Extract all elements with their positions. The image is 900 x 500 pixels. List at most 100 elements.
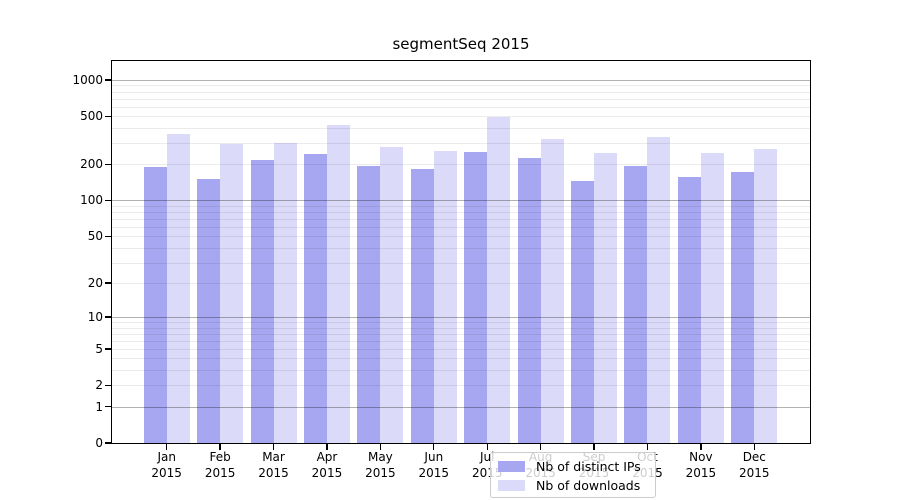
legend-item-distinct-ips: Nb of distinct IPs bbox=[491, 457, 655, 476]
bar-ips-may bbox=[357, 166, 381, 443]
grid-line-minor bbox=[112, 340, 810, 342]
y-tick-label: 200 bbox=[80, 157, 103, 172]
bar-ips-feb bbox=[197, 178, 221, 443]
x-tick-mark bbox=[219, 443, 221, 450]
grid-line-minor bbox=[112, 85, 810, 87]
x-tick-mark bbox=[433, 443, 435, 450]
grid-line-minor bbox=[112, 212, 810, 214]
bar-ips-dec bbox=[731, 171, 755, 443]
grid-line-minor bbox=[112, 327, 810, 329]
grid-line-minor bbox=[112, 91, 810, 93]
x-tick-mark bbox=[700, 443, 702, 450]
bar-ips-jan bbox=[143, 167, 167, 443]
bar-downloads-oct bbox=[647, 136, 671, 443]
bar-downloads-jul bbox=[487, 116, 511, 443]
grid-line-minor bbox=[112, 218, 810, 220]
grid-line-minor bbox=[112, 358, 810, 360]
y-tick-label: 20 bbox=[87, 276, 103, 290]
x-tick-mark bbox=[326, 443, 328, 450]
grid-line-minor bbox=[112, 164, 810, 166]
legend: Nb of distinct IPs Nb of downloads bbox=[490, 452, 656, 498]
x-tick-label: Mar 2015 bbox=[258, 450, 289, 480]
x-tick-label: Dec 2015 bbox=[739, 450, 770, 480]
grid-line-major bbox=[112, 200, 810, 202]
bar-downloads-feb bbox=[220, 144, 244, 443]
x-tick-label: Apr 2015 bbox=[311, 450, 343, 480]
legend-label-downloads: Nb of downloads bbox=[536, 478, 641, 493]
bar-ips-aug bbox=[517, 157, 541, 443]
bar-downloads-may bbox=[380, 147, 404, 443]
grid-line-minor bbox=[112, 370, 810, 372]
grid-line-minor bbox=[112, 262, 810, 264]
bar-downloads-apr bbox=[326, 125, 350, 443]
y-tick-label: 100 bbox=[80, 193, 103, 208]
bar-ips-jun bbox=[410, 168, 434, 443]
legend-swatch-distinct-ips bbox=[498, 461, 525, 472]
y-tick-mark bbox=[105, 163, 112, 165]
legend-swatch-downloads bbox=[498, 480, 525, 491]
x-tick-label: Jun 2015 bbox=[418, 450, 450, 480]
y-tick-mark bbox=[105, 405, 112, 408]
y-tick-mark bbox=[105, 384, 112, 386]
x-tick-mark bbox=[593, 443, 595, 450]
y-tick-mark bbox=[105, 282, 112, 284]
bar-downloads-nov bbox=[700, 152, 724, 443]
x-tick-mark bbox=[753, 443, 755, 450]
bar-downloads-mar bbox=[273, 143, 297, 443]
plot-area: Nb of distinct IPs Nb of downloads bbox=[111, 60, 811, 498]
grid-line-minor bbox=[112, 116, 810, 118]
y-tick-label: 10 bbox=[87, 309, 103, 324]
y-tick-mark bbox=[105, 235, 112, 238]
grid-line-minor bbox=[112, 205, 810, 207]
legend-label-distinct-ips: Nb of distinct IPs bbox=[536, 459, 641, 474]
grid-line-minor bbox=[112, 226, 810, 228]
y-tick-label: 50 bbox=[87, 229, 103, 244]
bar-downloads-jun bbox=[433, 150, 457, 443]
bar-ips-oct bbox=[624, 166, 648, 443]
legend-item-downloads: Nb of downloads bbox=[491, 476, 655, 495]
x-tick-mark bbox=[646, 443, 649, 450]
grid-line-minor bbox=[112, 322, 810, 323]
grid-line-minor bbox=[112, 348, 810, 350]
y-tick-label: 2 bbox=[95, 378, 103, 393]
y-tick-label: 1 bbox=[95, 399, 103, 414]
grid-line-major bbox=[112, 316, 810, 318]
x-tick-label: Feb 2015 bbox=[204, 450, 236, 480]
bar-ips-mar bbox=[250, 160, 274, 443]
grid-line-minor bbox=[112, 283, 810, 284]
x-tick-mark bbox=[539, 443, 542, 450]
y-tick-label: 1000 bbox=[72, 72, 103, 87]
y-tick-mark bbox=[105, 316, 112, 318]
y-tick-mark bbox=[105, 199, 112, 202]
bar-downloads-dec bbox=[754, 149, 778, 443]
y-tick-label: 0 bbox=[95, 436, 103, 450]
bar-downloads-jan bbox=[166, 133, 190, 443]
bar-downloads-aug bbox=[540, 139, 564, 443]
y-tick-mark bbox=[105, 115, 112, 117]
y-tick-label: 500 bbox=[80, 109, 103, 124]
x-tick-label: May 2015 bbox=[365, 450, 396, 480]
x-tick-label: Jan 2015 bbox=[151, 450, 182, 480]
bar-downloads-sep bbox=[594, 152, 618, 443]
bar-ips-nov bbox=[677, 176, 701, 443]
x-tick-mark bbox=[379, 443, 382, 450]
grid-line-minor bbox=[112, 385, 810, 387]
x-tick-mark bbox=[486, 443, 488, 450]
grid-line-minor bbox=[112, 333, 810, 335]
y-tick-mark bbox=[105, 348, 112, 350]
y-tick-mark bbox=[105, 442, 112, 444]
bar-ips-apr bbox=[303, 154, 327, 443]
grid-line-minor bbox=[112, 143, 810, 145]
grid-line-minor bbox=[112, 98, 810, 100]
x-tick-mark bbox=[272, 443, 275, 450]
x-tick-label: Nov 2015 bbox=[685, 450, 717, 480]
grid-line-minor bbox=[112, 247, 810, 249]
grid-line-minor bbox=[112, 128, 810, 130]
x-tick-mark bbox=[166, 443, 168, 450]
grid-line-minor bbox=[112, 106, 810, 108]
bar-ips-jul bbox=[464, 151, 488, 443]
grid-line-minor bbox=[112, 236, 810, 238]
y-tick-label: 5 bbox=[95, 341, 103, 356]
y-tick-mark bbox=[105, 79, 112, 81]
